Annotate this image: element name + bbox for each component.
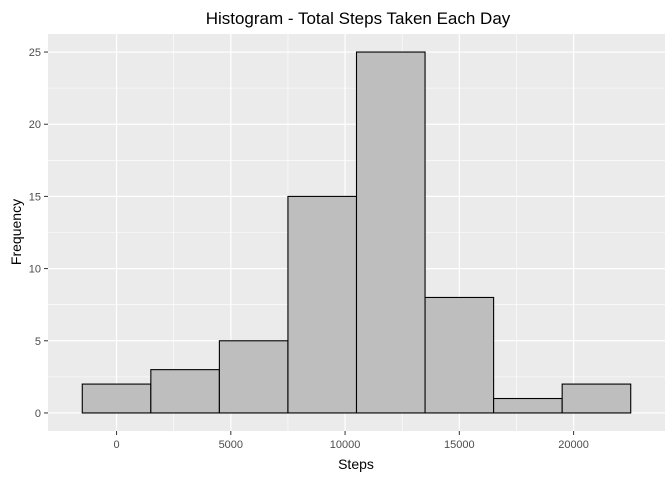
y-tick-label: 25 <box>29 47 41 59</box>
y-tick-label: 10 <box>29 264 41 276</box>
y-axis-title: Frequency <box>8 199 24 265</box>
x-axis-title: Steps <box>338 456 374 472</box>
x-tick-label: 0 <box>113 439 119 451</box>
x-tick-label: 20000 <box>558 439 589 451</box>
y-tick-label: 15 <box>29 191 41 203</box>
y-tick-label: 20 <box>29 119 41 131</box>
x-tick-label: 10000 <box>330 439 361 451</box>
histogram-bar <box>150 369 220 414</box>
histogram-bar <box>493 397 563 414</box>
y-tick-label: 5 <box>35 336 41 348</box>
histogram-bar <box>424 296 495 414</box>
histogram-bar <box>561 383 632 414</box>
y-axis-ticks: 0 5 10 15 20 25 <box>29 47 48 420</box>
histogram-bars <box>81 51 632 414</box>
histogram-bar <box>287 195 358 414</box>
histogram-bar <box>81 383 152 414</box>
histogram-bar <box>218 340 289 414</box>
y-tick-label: 0 <box>35 408 41 420</box>
x-axis-ticks: 0 5000 10000 15000 20000 <box>113 431 589 451</box>
chart-title: Histogram - Total Steps Taken Each Day <box>206 9 511 28</box>
x-tick-label: 15000 <box>444 439 475 451</box>
histogram-bar <box>355 51 426 414</box>
x-tick-label: 5000 <box>219 439 243 451</box>
